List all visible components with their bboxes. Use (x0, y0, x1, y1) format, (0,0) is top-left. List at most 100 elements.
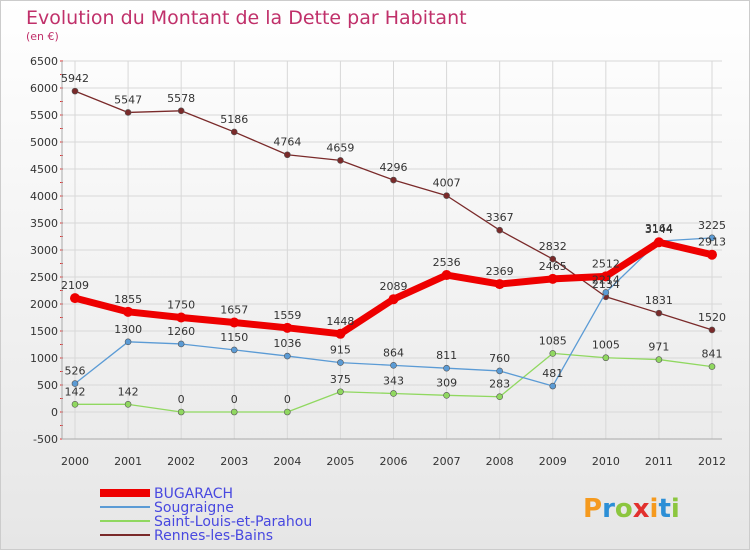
y-tick-label: -500 (33, 433, 58, 446)
data-label-sougraigne: 1150 (220, 331, 248, 344)
data-label-rennes: 5578 (167, 92, 195, 105)
point-bugarach (123, 306, 134, 317)
point-rennes (124, 109, 132, 116)
point-rennes (655, 309, 663, 317)
point-rennes (549, 255, 557, 263)
point-bugarach (441, 270, 452, 281)
data-label-saint-louis: 0 (178, 393, 185, 406)
legend-label-rennes: Rennes-les-Bains (154, 528, 273, 544)
data-label-bugarach: 2089 (380, 280, 408, 293)
point-saint-louis (177, 408, 185, 416)
brand-logo-text: Proxiti (583, 494, 680, 524)
point-bugarach (335, 328, 346, 339)
point-saint-louis (496, 393, 503, 401)
point-sougraigne (390, 362, 397, 369)
point-sougraigne (496, 367, 503, 375)
x-tick-label: 2008 (486, 455, 514, 468)
x-tick-label: 2011 (645, 455, 673, 468)
data-label-sougraigne: 1300 (114, 323, 142, 336)
y-tick-label: 500 (37, 379, 58, 392)
point-saint-louis (230, 408, 238, 416)
data-label-saint-louis: 1005 (592, 339, 620, 352)
point-rennes (230, 128, 238, 136)
x-tick-label: 2009 (539, 455, 567, 468)
point-bugarach (176, 312, 187, 323)
data-label-saint-louis: 0 (231, 393, 238, 406)
series-group (70, 87, 717, 416)
point-sougraigne (602, 289, 610, 296)
data-label-rennes: 4296 (380, 161, 408, 174)
point-bugarach (70, 293, 80, 304)
y-tick-label: 6000 (30, 82, 58, 95)
point-bugarach (547, 273, 558, 284)
point-bugarach (282, 322, 293, 333)
data-label-saint-louis: 343 (383, 374, 404, 387)
x-tick-label: 2001 (114, 455, 142, 468)
x-tick-label: 2005 (326, 455, 354, 468)
data-label-rennes: 1520 (698, 311, 726, 324)
point-saint-louis (655, 356, 663, 363)
x-tick-label: 2007 (433, 455, 461, 468)
point-saint-louis (337, 388, 344, 396)
data-label-bugarach: 1559 (273, 309, 301, 322)
data-label-bugarach: 1448 (326, 315, 354, 328)
data-label-bugarach: 2512 (592, 257, 620, 270)
data-label-saint-louis: 1085 (539, 334, 567, 347)
point-rennes (708, 326, 716, 334)
point-bugarach (653, 237, 664, 248)
data-label-rennes: 4659 (326, 141, 354, 154)
chart-title: Evolution du Montant de la Dette par Hab… (26, 7, 467, 29)
y-tick-label: 2500 (30, 271, 58, 284)
data-label-bugarach: 1855 (114, 293, 142, 306)
point-saint-louis (549, 350, 557, 357)
data-label-bugarach: 2369 (486, 265, 514, 278)
data-label-saint-louis: 309 (436, 376, 457, 389)
point-sougraigne (708, 234, 716, 242)
x-tick-label: 2002 (167, 455, 195, 468)
data-label-rennes: 1831 (645, 294, 673, 307)
data-label-rennes: 5547 (114, 93, 142, 106)
y-tick-label: 6500 (30, 55, 58, 68)
proxiti-logo: Proxiti (583, 494, 680, 524)
point-saint-louis (71, 401, 79, 408)
data-label-sougraigne: 2214 (592, 273, 620, 286)
point-rennes (390, 176, 397, 184)
point-sougraigne (284, 352, 291, 360)
point-saint-louis (708, 363, 716, 370)
data-label-bugarach: 2913 (698, 236, 726, 249)
data-label-bugarach: 1750 (167, 299, 195, 312)
y-tick-label: 3000 (30, 244, 58, 257)
data-label-saint-louis: 142 (65, 385, 86, 398)
y-tick-label: 4000 (30, 190, 58, 203)
point-saint-louis (390, 390, 397, 397)
point-saint-louis (124, 401, 132, 408)
data-label-bugarach: 2109 (61, 279, 89, 292)
y-tick-label: 1000 (30, 352, 58, 365)
x-tick-label: 2012 (698, 455, 726, 468)
data-label-sougraigne: 864 (383, 346, 404, 359)
data-label-sougraigne: 1260 (167, 325, 195, 338)
point-rennes (337, 157, 344, 164)
x-tick-label: 2000 (61, 455, 89, 468)
data-label-rennes: 2832 (539, 240, 567, 253)
data-label-rennes: 5942 (61, 72, 89, 85)
data-labels: 2109 1855 1750 1657 1559 1448 2089 2536 2369 2465… (61, 72, 726, 406)
data-label-bugarach: 3144 (645, 223, 673, 236)
data-label-sougraigne: 526 (65, 365, 86, 378)
point-rennes (284, 151, 291, 159)
point-rennes (496, 226, 503, 234)
y-tick-label: 3500 (30, 217, 58, 230)
legend-label-saint-louis: Saint-Louis-et-Parahou (154, 514, 312, 530)
point-bugarach (388, 294, 399, 305)
y-tick-label: 1500 (30, 325, 58, 338)
x-tick-label: 2010 (592, 455, 620, 468)
data-label-sougraigne: 1036 (273, 337, 301, 350)
y-tick-label: 5500 (30, 109, 58, 122)
point-bugarach (600, 271, 611, 282)
data-label-saint-louis: 0 (284, 393, 291, 406)
legend-label-sougraigne: Sougraigne (154, 500, 234, 516)
point-bugarach (229, 317, 240, 328)
data-label-saint-louis: 971 (648, 341, 669, 354)
